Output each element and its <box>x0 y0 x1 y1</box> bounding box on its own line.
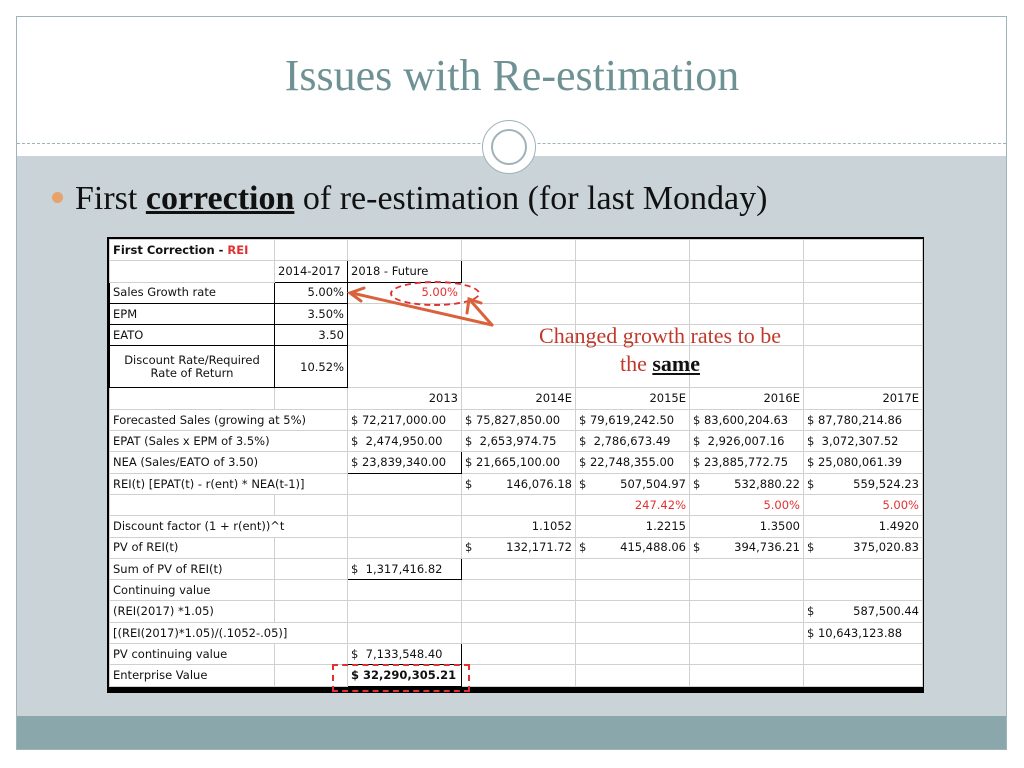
circle-ornament-icon <box>482 120 536 174</box>
cell-value: $394,736.21 <box>689 536 804 559</box>
slide-title: Issues with Re-estimation <box>284 51 740 100</box>
header-2014: 2014-2017 <box>274 260 348 283</box>
bullet-emphasis: correction <box>145 180 295 217</box>
row-label: Discount Rate/Required Rate of Return <box>109 345 275 389</box>
cell-value: $ 23,839,340.00 <box>347 451 462 474</box>
bullet-prefix: First <box>75 180 146 217</box>
arrow-head-up <box>465 297 483 315</box>
enterprise-value-highlight <box>332 664 470 692</box>
table-row: Enterprise Value $ 32,290,305.21 <box>109 664 923 687</box>
cell-value: $ 2,786,673.49 <box>575 430 690 453</box>
cell-value: $532,880.22 <box>689 472 804 495</box>
table-row: (REI(2017) *1.05) $587,500.44 <box>109 600 923 623</box>
cell-value: 3.50% <box>274 302 348 326</box>
table-row: EATO 3.50 <box>109 324 923 347</box>
callout-line-1: Changed growth rates to be <box>539 323 781 348</box>
cell-value: 1.4920 <box>803 515 923 538</box>
sheet-title: First Correction - REI <box>109 238 275 262</box>
callout-line-2: the same <box>619 350 701 376</box>
footer-bar <box>17 716 1006 749</box>
year-header: 2013 <box>347 387 462 410</box>
cell-value: $ 22,748,355.00 <box>575 451 690 474</box>
row-label: Enterprise Value <box>109 664 275 687</box>
arrow-to-old-rate <box>350 291 494 327</box>
cell-value: 1.2215 <box>575 515 690 538</box>
table-row: Sum of PV of REI(t) $ 1,317,416.82 <box>109 557 923 581</box>
bullet-text: First correction of re-estimation (for l… <box>52 180 767 218</box>
annotation-callout: Changed growth rates to be the same <box>495 322 825 377</box>
row-label: EATO <box>109 324 275 347</box>
row-label: Sum of PV of REI(t) <box>109 557 275 581</box>
cell-value: $ 3,072,307.52 <box>803 430 923 453</box>
bullet-dot-icon <box>52 191 63 203</box>
spreadsheet-table: First Correction - REI 2014-2017 2018 - … <box>109 238 923 687</box>
header-2018: 2018 - Future <box>347 260 462 283</box>
bullet-suffix: of re-estimation (for last Monday) <box>294 180 768 217</box>
year-header: 2017E <box>803 387 923 410</box>
cell-value: $ 2,926,007.16 <box>689 430 804 453</box>
growth-rate-highlight <box>390 281 480 306</box>
arrow-to-new-rate <box>468 298 494 327</box>
arrow-head-left <box>346 286 366 303</box>
slide-frame <box>16 16 1007 750</box>
spreadsheet-image: First Correction - REI 2014-2017 2018 - … <box>107 237 924 693</box>
table-row: 2014-2017 2018 - Future <box>109 260 923 283</box>
row-label: (REI(2017) *1.05) <box>109 600 275 623</box>
table-row: EPAT (Sales x EPM of 3.5%) $ 2,474,950.0… <box>109 430 923 453</box>
cell-value: $ 75,827,850.00 <box>461 408 576 432</box>
cell-value: 10.52% <box>274 345 348 389</box>
table-row: Discount Rate/Required Rate of Return 10… <box>109 345 923 389</box>
cell-value: $146,076.18 <box>461 472 576 495</box>
table-row: [(REI(2017)*1.05)/(.1052-.05)] $ 10,643,… <box>109 621 923 645</box>
cell-value: $375,020.83 <box>803 536 923 559</box>
table-row: REI(t) [EPAT(t) - r(ent) * NEA(t-1)] $14… <box>109 472 923 495</box>
cell-value: $ 10,643,123.88 <box>803 621 923 645</box>
enterprise-value: $ 32,290,305.21 <box>347 664 462 687</box>
cell-value: $132,171.72 <box>461 536 576 559</box>
cell-value: $ 1,317,416.82 <box>347 557 462 581</box>
table-row: Discount factor (1 + r(ent))^t 1.1052 1.… <box>109 515 923 538</box>
cell-value: 1.3500 <box>689 515 804 538</box>
table-row: Continuing value <box>109 579 923 602</box>
cell-value: 3.50 <box>274 324 348 347</box>
